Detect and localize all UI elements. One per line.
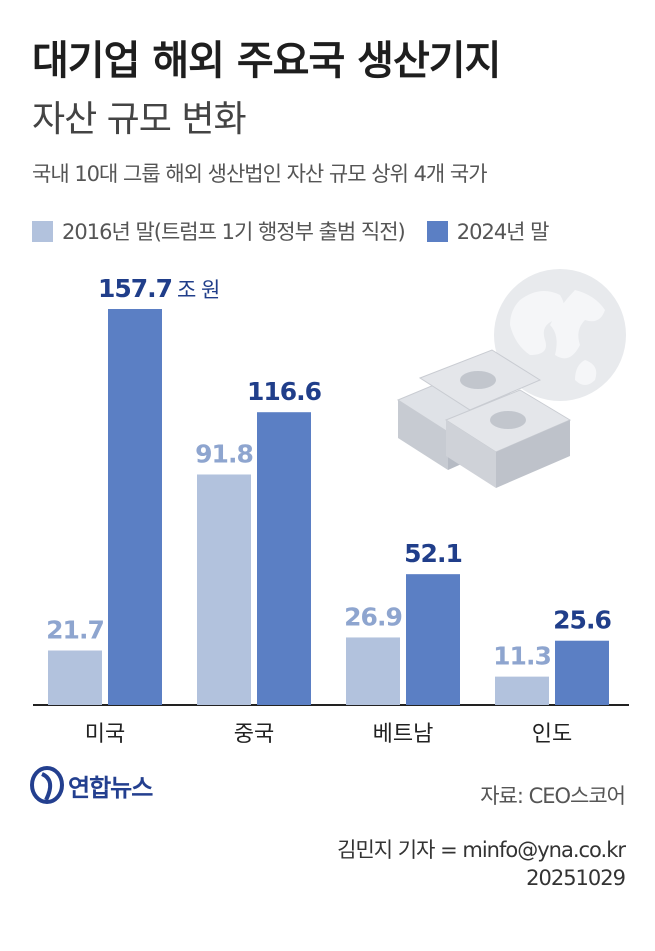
bar-2024-0 [108,309,162,705]
legend-label-2024: 2024년 말 [456,220,550,244]
yonhap-logo: 연합뉴스 [30,766,153,804]
data-label-2016-3: 11.3 [493,642,551,671]
data-label-2016-0: 21.7 [46,616,104,645]
legend-swatch-2016 [32,220,53,242]
bar-2016-1 [197,474,251,705]
data-label-2016-1: 91.8 [195,439,253,468]
source-note: 자료: CEO스코어 [480,784,626,808]
chart-description: 국내 10대 그룹 해외 생산법인 자산 규모 상위 4개 국가 [32,162,488,186]
legend-item-2024: 2024년 말 [426,216,550,246]
category-label-2: 베트남 [373,722,434,747]
data-label-2024-2: 52.1 [404,539,462,568]
legend: 2016년 말(트럼프 1기 행정부 출범 직전) 2024년 말 [32,216,571,246]
legend-swatch-2024 [426,220,448,242]
chart-subtitle: 자산 규모 변화 [32,99,247,140]
chart-title: 대기업 해외 주요국 생산기지 [32,38,501,84]
category-label-1: 중국 [234,722,274,747]
credit-date: 20251029 [526,866,626,890]
category-label-3: 인도 [532,722,572,747]
data-label-2024-3: 25.6 [553,606,611,635]
data-label-2024-1: 116.6 [247,377,322,406]
yonhap-logo-icon [30,766,64,804]
credit: 김민지 기자 = minfo@yna.co.kr 20251029 [337,836,626,892]
bar-2016-0 [48,650,102,705]
money-stack-icon [396,349,572,488]
legend-label-2016: 2016년 말(트럼프 1기 행정부 출범 직전) [62,220,406,244]
data-label-2016-2: 26.9 [344,602,402,631]
bar-2016-3 [495,676,549,705]
data-label-2024-0: 157.7 [98,274,172,303]
bar-2024-2 [406,574,460,705]
unit-label: 조 원 [177,278,219,302]
credit-reporter: 김민지 기자 = minfo@yna.co.kr [337,838,626,862]
bar-2016-2 [346,637,400,705]
legend-item-2016: 2016년 말(트럼프 1기 행정부 출범 직전) [32,216,406,246]
yonhap-logo-text: 연합뉴스 [68,773,153,802]
globe-icon [494,269,626,401]
category-label-0: 미국 [85,722,125,747]
bar-2024-1 [257,412,311,705]
bar-2024-3 [555,640,609,705]
